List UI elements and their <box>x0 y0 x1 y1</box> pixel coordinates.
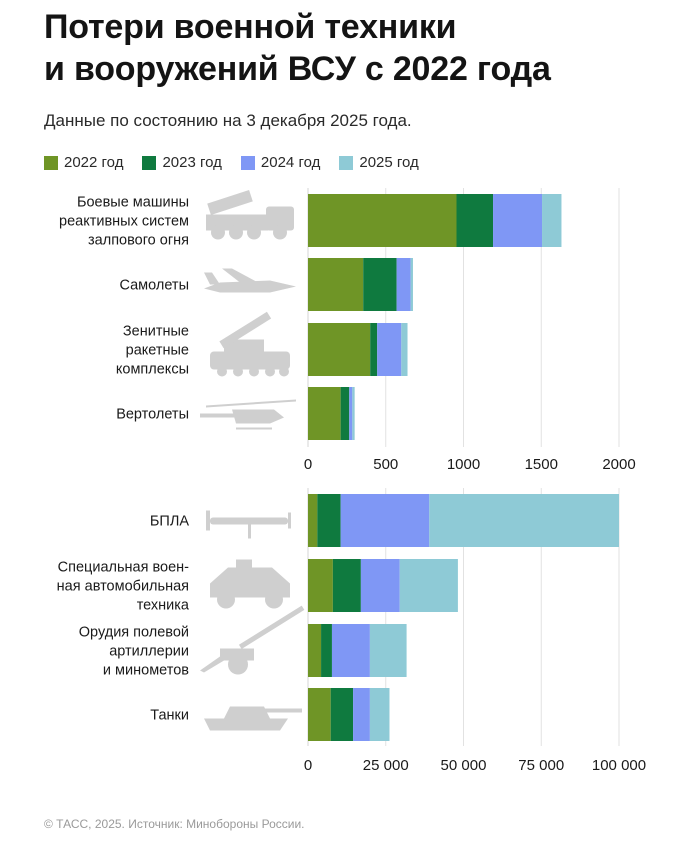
chart-1-bar-3-2024-год <box>377 323 402 376</box>
chart-1-tick-label: 1000 <box>447 456 480 473</box>
chart-2-bar-2-2023-год <box>332 559 361 612</box>
chart-2-bar-3-2024-год <box>331 624 370 677</box>
legend-label-2023: 2023 год <box>162 154 222 171</box>
chart-2-category-label-3: артиллерии <box>109 644 189 660</box>
chart-1-bar-4-2023-год <box>340 387 350 440</box>
chart-1-category-label-1: Боевые машины <box>77 195 189 211</box>
chart-1-tick-label: 500 <box>373 456 398 473</box>
legend-swatch-2024 <box>240 155 255 170</box>
title-line-2: и вооружений ВСУ с 2022 года <box>44 50 551 88</box>
chart-1-bar-2-2022-год <box>308 258 364 311</box>
chart-1: Боевые машины реактивных систем залпового … <box>59 188 636 473</box>
chart-2-tick-label: 25 000 <box>363 757 409 774</box>
chart-2-tick-label: 0 <box>304 757 312 774</box>
chart-1-bar-3-2023-год <box>370 323 378 376</box>
chart-2-bar-4-2023-год <box>330 688 354 741</box>
chart-1-bar-1-2023-год <box>456 194 494 247</box>
drone-icon <box>206 510 291 539</box>
chart-2-bar-3-2023-год <box>321 624 332 677</box>
legend-swatch-2023 <box>142 155 157 170</box>
chart-1-bar-3-2025-год <box>401 323 408 376</box>
chart-2-bar-2-2022-год <box>308 559 333 612</box>
chart-2-category-label-3: и минометов <box>103 663 189 679</box>
legend-label-2025: 2025 год <box>359 154 419 171</box>
legend-item-2022: 2022 год <box>44 154 123 171</box>
air-defense-system-icon <box>210 311 290 377</box>
chart-2-bar-2-2024-год <box>360 559 400 612</box>
chart-2-tick-label: 100 000 <box>592 757 646 774</box>
chart-2-category-label-2: Специальная воен- <box>58 560 189 576</box>
chart-1-tick-label: 1500 <box>525 456 558 473</box>
chart-2-bar-1-2024-год <box>340 494 430 547</box>
chart-1-category-label-4: Вертолеты <box>116 407 189 423</box>
chart-2-bar-2-2025-год <box>399 559 458 612</box>
chart-2-bar-3-2022-год <box>308 624 322 677</box>
chart-1-bar-4-2025-год <box>352 387 355 440</box>
chart-2: БПЛА Специальная воен-ная автомобильная те… <box>57 488 646 774</box>
source-note: © ТАСС, 2025. Источник: Минобороны Росси… <box>44 817 305 831</box>
legend-item-2025: 2025 год <box>339 154 419 171</box>
chart-1-tick-label: 0 <box>304 456 312 473</box>
chart-1-bar-2-2025-год <box>410 258 413 311</box>
title-line-1: Потери военной техники <box>44 8 457 46</box>
chart-2-bar-4-2022-год <box>308 688 331 741</box>
chart-1-bar-3-2022-год <box>308 323 371 376</box>
chart-1-bar-1-2024-год <box>493 194 543 247</box>
legend-item-2024: 2024 год <box>240 154 321 171</box>
chart-1-bar-1-2025-год <box>542 194 562 247</box>
chart-2-category-label-2: ная автомобильная <box>57 579 189 595</box>
chart-1-bar-2-2024-год <box>396 258 411 311</box>
chart-2-category-label-3: Орудия полевой <box>79 625 189 641</box>
legend-item-2023: 2023 год <box>142 154 222 171</box>
chart-2-category-label-1: БПЛА <box>150 514 189 530</box>
helicopter-icon <box>200 399 296 430</box>
chart-2-category-label-4: Танки <box>150 708 189 724</box>
chart-2-tick-label: 75 000 <box>518 757 564 774</box>
chart-2-bar-1-2025-год <box>429 494 619 547</box>
chart-1-bar-2-2023-год <box>363 258 397 311</box>
legend-label-2022: 2022 год <box>64 154 124 171</box>
chart-2-bar-4-2025-год <box>369 688 390 741</box>
legend-label-2024: 2024 год <box>260 154 321 171</box>
chart-1-category-label-3: ракетные <box>126 343 189 359</box>
chart-1-category-label-2: Самолеты <box>119 278 189 294</box>
chart-1-bar-4-2024-год <box>349 387 353 440</box>
chart-title: Потери военной техники и вооружений ВСУ … <box>44 6 664 90</box>
chart-2-bar-4-2024-год <box>353 688 370 741</box>
chart-2-bar-1-2023-год <box>317 494 341 547</box>
tank-icon <box>204 706 302 731</box>
military-vehicle-icon <box>210 559 290 609</box>
chart-1-bar-4-2022-год <box>308 387 341 440</box>
chart-2-bar-3-2025-год <box>369 624 407 677</box>
airplane-icon <box>204 268 296 293</box>
chart-1-tick-label: 2000 <box>602 456 635 473</box>
chart-1-category-label-1: залпового огня <box>88 233 189 249</box>
subtitle: Данные по состоянию на 3 декабря 2025 го… <box>44 111 412 130</box>
mlrs-vehicle-icon <box>206 189 294 240</box>
artillery-gun-icon <box>200 605 305 675</box>
chart-2-tick-label: 50 000 <box>441 757 487 774</box>
chart-2-category-label-2: техника <box>137 598 190 614</box>
chart-1-bar-1-2022-год <box>308 194 457 247</box>
chart-1-category-label-3: Зенитные <box>123 324 189 340</box>
chart-1-category-label-1: реактивных систем <box>59 214 189 230</box>
chart-2-bar-1-2022-год <box>308 494 318 547</box>
legend: 2022 год 2023 год 2024 год 2025 год <box>44 154 419 171</box>
legend-swatch-2025 <box>339 155 354 170</box>
chart-1-category-label-3: комплексы <box>116 362 189 378</box>
legend-swatch-2022 <box>44 155 58 170</box>
